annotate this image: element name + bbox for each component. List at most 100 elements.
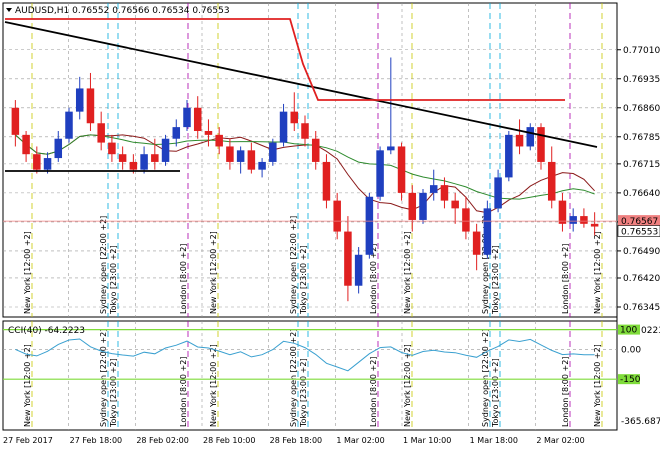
- cci-level-up-tag: [618, 324, 640, 335]
- candle-body: [344, 231, 352, 286]
- candle-body: [54, 138, 63, 159]
- time-tick-label: 27 Feb 2017: [3, 436, 53, 445]
- session-label: London [8:00 +2]: [369, 244, 378, 314]
- session-label: London [8:00 +2]: [561, 357, 570, 427]
- session-label: Tokyo [23:00 +2]: [491, 358, 500, 428]
- candle-body: [537, 127, 545, 162]
- time-axis: 27 Feb 2017 27 Feb 18:00 28 Feb 02:00 28 Fe…: [3, 436, 585, 445]
- time-tick-label: 28 Feb 02:00: [136, 436, 188, 445]
- session-label: Tokyo [23:00 +2]: [109, 245, 118, 315]
- cci-label: CCI(40) -64.2223: [8, 326, 85, 336]
- time-tick-label: 1 Mar 02:00: [336, 436, 384, 445]
- candle-body: [419, 192, 427, 220]
- cci-min-label: -365.6875: [621, 417, 660, 427]
- session-label: Tokyo [23:00 +2]: [299, 245, 308, 315]
- time-tick-label: 27 Feb 18:00: [70, 436, 122, 445]
- candle-body: [590, 223, 599, 227]
- candle-body: [65, 111, 73, 139]
- candle-body: [451, 200, 459, 209]
- session-label: Sydney open [22:00 +2]: [99, 216, 108, 314]
- session-label: New York [12:00 +2]: [593, 231, 602, 314]
- candle-body: [11, 107, 20, 135]
- cci-line: [15, 338, 595, 372]
- session-label: Sydney open [22:00 +2]: [481, 216, 490, 314]
- candle-body: [86, 88, 95, 124]
- candle-body: [161, 138, 170, 162]
- price-tick-label: 0.76345: [623, 303, 660, 313]
- candle-body: [462, 208, 470, 232]
- grid-lines: [3, 3, 617, 430]
- price-tick-label: 0.77010: [623, 46, 660, 56]
- candle-body: [279, 111, 288, 143]
- candle-body: [226, 146, 234, 162]
- symbol-header: AUDUSD,H1 0.76552 0.76566 0.76534 0.7655…: [15, 6, 230, 16]
- session-lines: New York [12:00 +2] New York [12:00 +2] Sy…: [23, 3, 603, 430]
- cci-zero-label: 0.00: [621, 345, 641, 355]
- candle-body: [311, 138, 320, 162]
- candle-body: [140, 154, 148, 170]
- candle-body: [269, 142, 277, 162]
- candle-body: [301, 123, 309, 139]
- candle-body: [183, 107, 191, 128]
- candle-body: [193, 107, 202, 131]
- candle-body: [97, 123, 105, 143]
- candle-body: [22, 134, 30, 155]
- candle-body: [397, 146, 406, 193]
- time-tick-label: 1 Mar 18:00: [470, 436, 518, 445]
- candle-body: [505, 134, 513, 178]
- candle-body: [129, 161, 138, 170]
- bid-price-label: 0.76567: [621, 217, 658, 227]
- candle-body: [75, 88, 84, 112]
- candle-body: [322, 161, 331, 201]
- time-tick-label: 28 Feb 10:00: [203, 436, 255, 445]
- candle-body: [569, 216, 577, 224]
- session-label: New York [12:00 +2]: [209, 344, 218, 427]
- session-label: New York [12:00 +2]: [403, 231, 412, 314]
- price-tick-label: 0.76785: [623, 133, 660, 143]
- candle-body: [440, 185, 449, 201]
- time-tick-label: 1 Mar 10:00: [403, 436, 451, 445]
- session-label: London [8:00 +2]: [179, 244, 188, 314]
- current-price-tag: [617, 225, 660, 237]
- candle-body: [43, 158, 52, 170]
- session-label: New York [12:00 +2]: [209, 231, 218, 314]
- candle-body: [151, 154, 159, 162]
- candle-body: [515, 134, 524, 147]
- current-price-label: 0.76553: [621, 228, 658, 238]
- candle-body: [290, 111, 299, 124]
- candle-body: [387, 146, 395, 151]
- price-tick-label: 0.76640: [623, 189, 660, 199]
- session-label: New York [12:00 +2]: [23, 231, 32, 314]
- candle-body: [108, 142, 116, 155]
- session-label: New York [12:00 +2]: [403, 344, 412, 427]
- candle-body: [258, 161, 266, 170]
- time-tick-label: 28 Feb 18:00: [270, 436, 322, 445]
- time-tick-label: 2 Mar 02:00: [536, 436, 584, 445]
- candle-body: [236, 150, 245, 162]
- session-label: Tokyo [23:00 +2]: [491, 245, 500, 315]
- cci-indicator: [3, 328, 617, 380]
- candle-body: [472, 231, 481, 255]
- session-label: Sydney open [22:00 +2]: [99, 329, 108, 427]
- chart-menu-icon[interactable]: [6, 8, 12, 12]
- candle-body: [376, 150, 384, 197]
- candle-body: [429, 185, 438, 193]
- session-label: New York [12:00 +2]: [23, 344, 32, 427]
- candle-body: [204, 130, 213, 135]
- session-label: Sydney open [22:00 +2]: [289, 216, 298, 314]
- cci-max-label: 103.0223: [621, 326, 660, 336]
- price-tick-label: 0.76860: [623, 104, 660, 114]
- candle-body: [580, 216, 588, 224]
- session-label: London [8:00 +2]: [179, 357, 188, 427]
- resistance-line: [5, 18, 565, 101]
- candle-body: [558, 200, 567, 224]
- candle-body: [118, 154, 127, 162]
- candle-body: [247, 150, 256, 170]
- cci-level-up-label: 100: [620, 326, 637, 336]
- session-label: Tokyo [23:00 +2]: [299, 358, 308, 428]
- price-tick-label: 0.76935: [623, 75, 660, 85]
- descending-trendline: [4, 21, 598, 148]
- cci-level-down-label: -150: [620, 375, 641, 385]
